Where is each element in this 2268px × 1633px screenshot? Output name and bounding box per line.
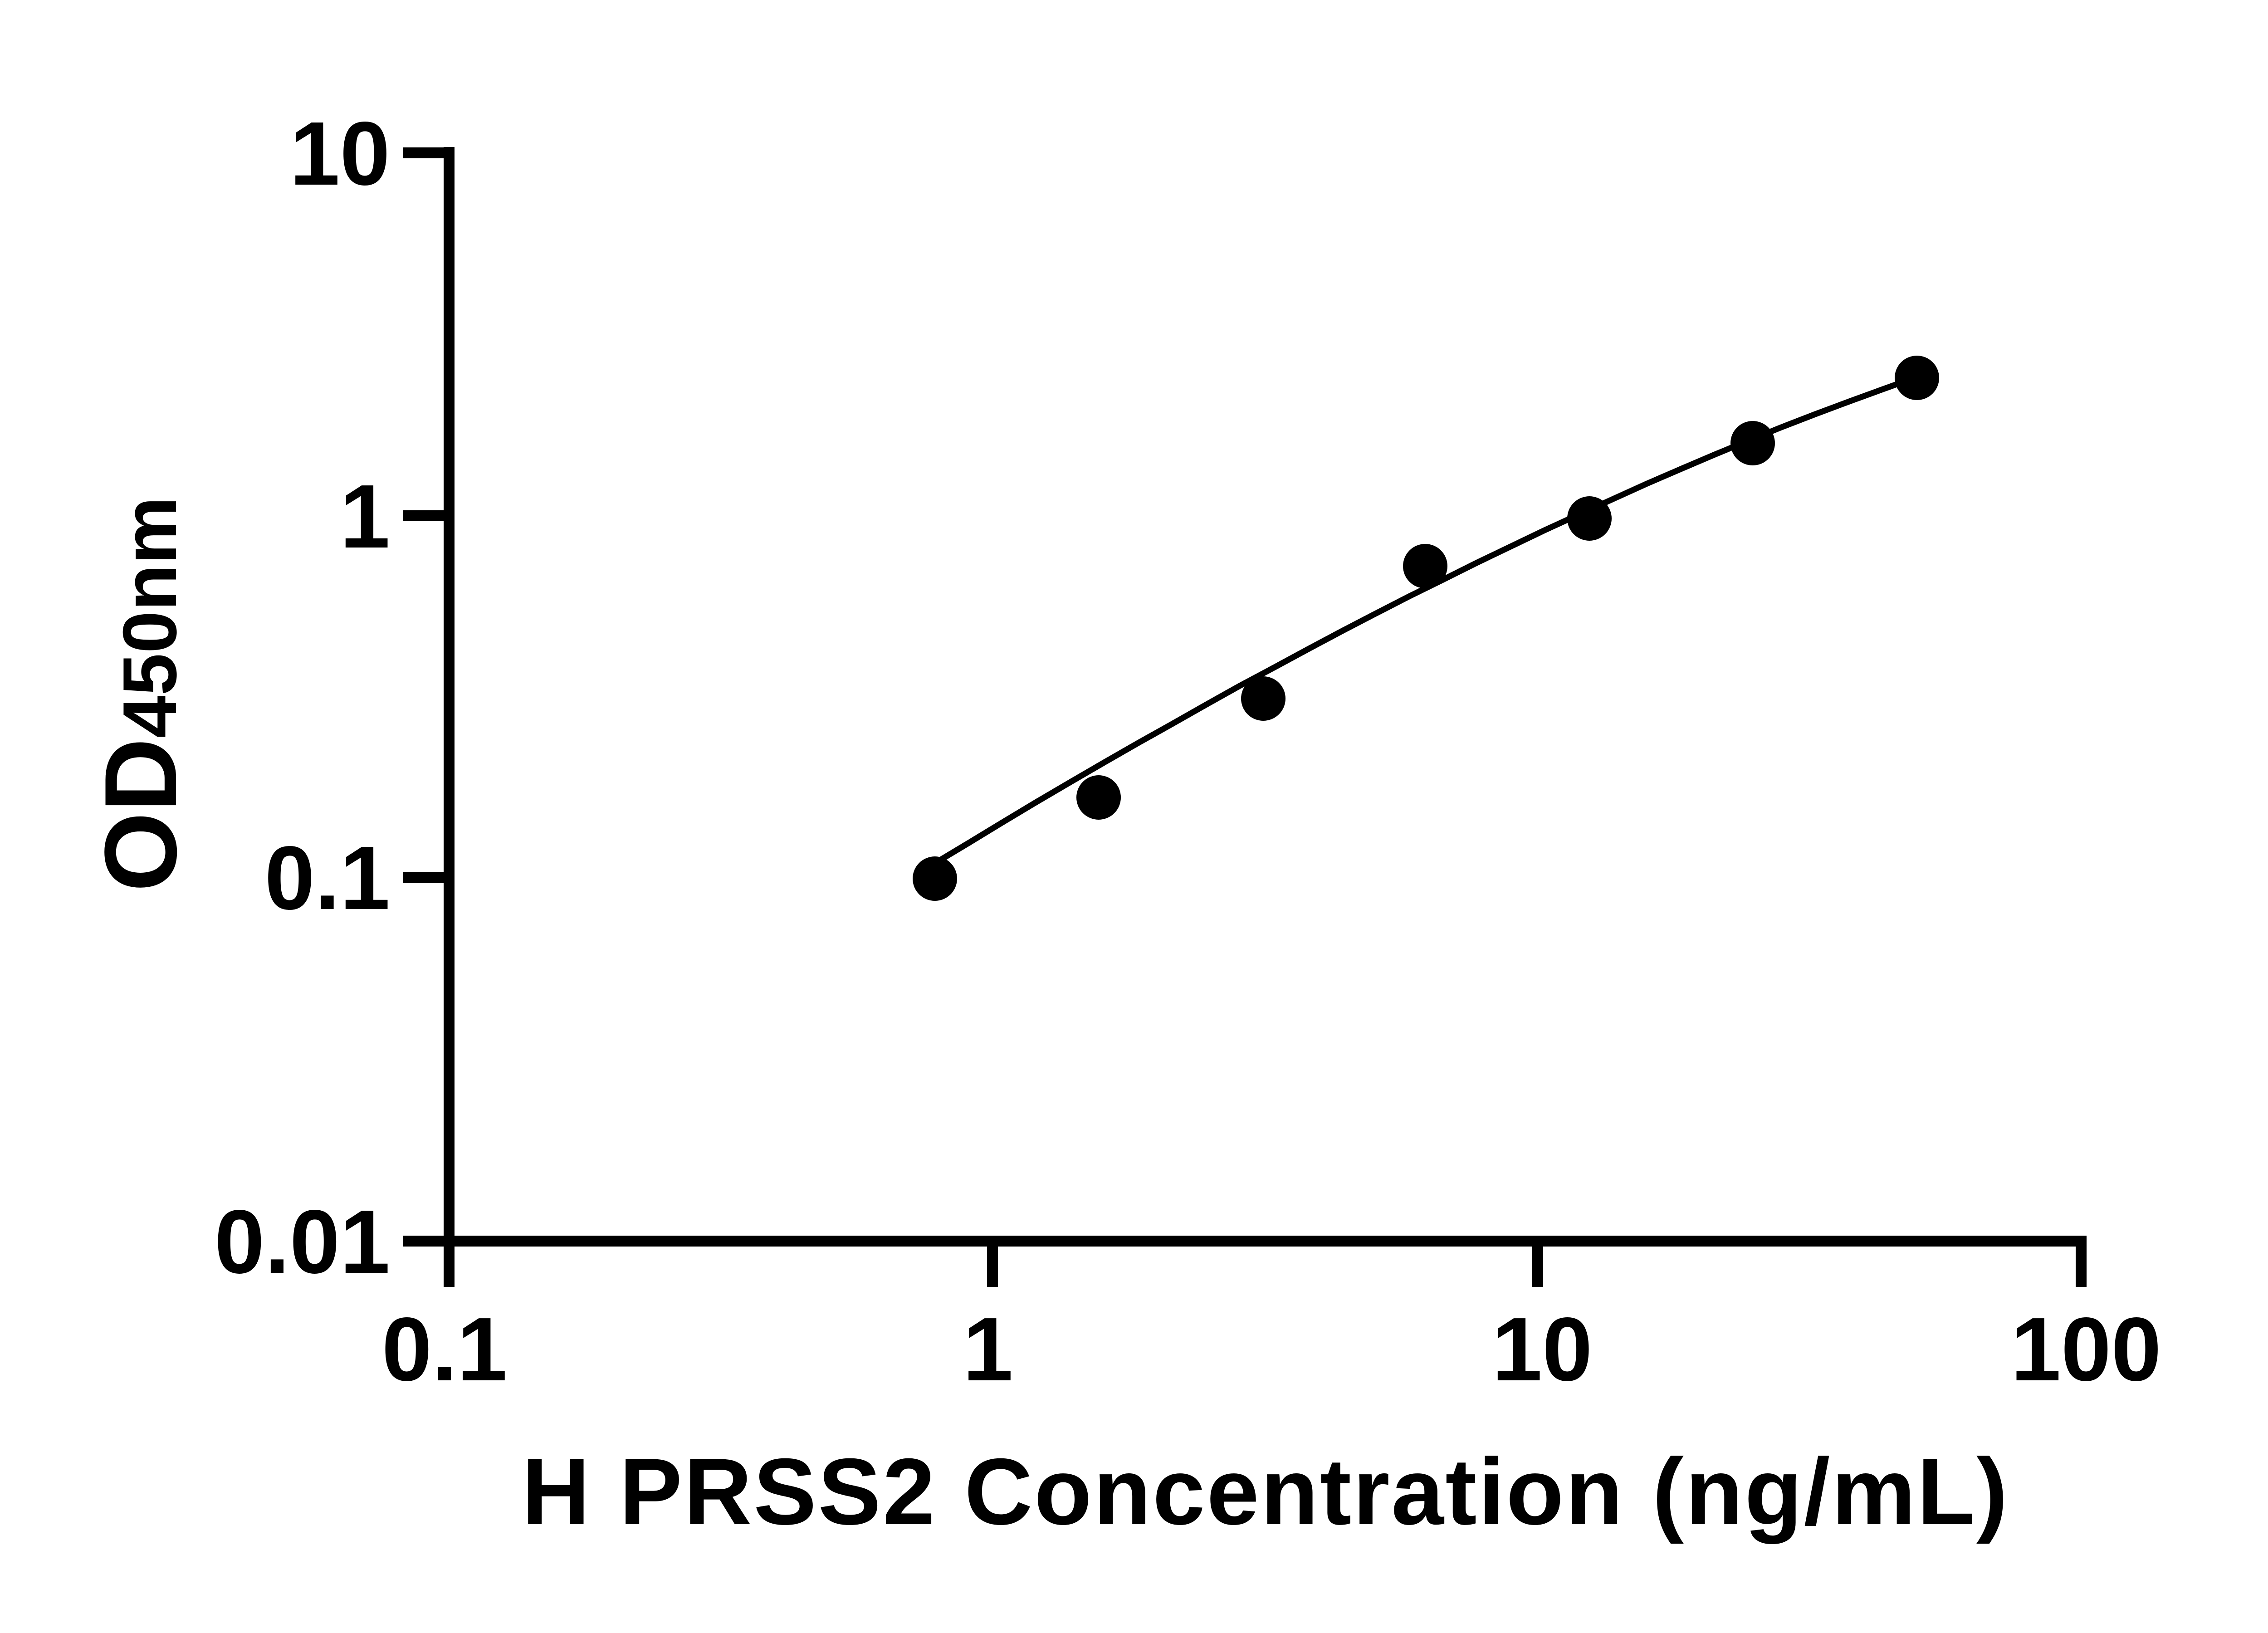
svg-text:1: 1: [340, 466, 390, 567]
svg-text:10: 10: [290, 103, 390, 204]
svg-text:0.01: 0.01: [215, 1192, 390, 1292]
svg-text:0.1: 0.1: [382, 1299, 508, 1400]
svg-text:1: 1: [963, 1299, 1013, 1400]
svg-text:OD450nm: OD450nm: [83, 497, 198, 892]
svg-text:0.1: 0.1: [264, 828, 390, 929]
svg-text:10: 10: [1492, 1299, 1592, 1400]
svg-text:100: 100: [2011, 1299, 2161, 1400]
svg-text:H PRSS2 Concentration (ng/mL): H PRSS2 Concentration (ng/mL): [522, 1439, 2009, 1545]
